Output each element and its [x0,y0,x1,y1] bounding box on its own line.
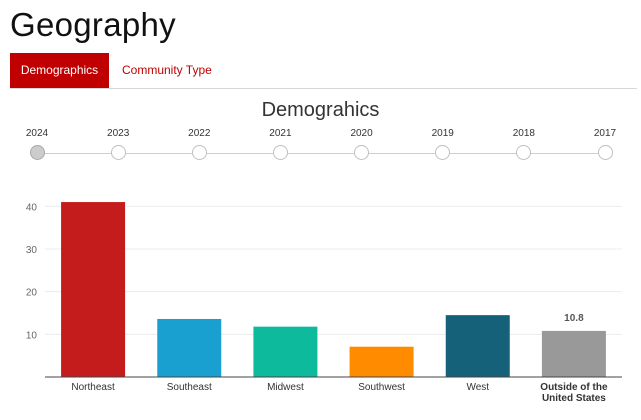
year-dot-2022[interactable] [191,145,207,160]
section-title: Demograhics [261,99,380,121]
bar-southeast [157,318,222,377]
year-dot-2023[interactable] [110,145,126,160]
year-label-2017: 2017 [593,128,617,139]
x-tick-label: Northeast [71,382,115,393]
year-label-2020: 2020 [350,128,373,139]
y-tick-label: 10 [26,330,38,341]
bar-midwest [253,326,318,377]
y-tick-label: 40 [26,202,38,213]
x-tick-label: Midwest [267,382,304,393]
data-label: 10.8 [564,313,584,324]
year-label-2023: 2023 [107,128,130,139]
year-label-2021: 2021 [269,128,292,139]
year-dot-2017[interactable] [597,145,613,160]
y-tick-label: 30 [26,245,38,256]
year-dot-2020[interactable] [354,145,370,160]
tab-community-type[interactable]: Community Type [122,63,212,77]
bar-chart: 10 20 30 40 Northeast Southeast Midwest Southwe… [26,202,622,404]
x-tick-label: Southeast [167,382,212,393]
year-dot-2024[interactable] [29,145,45,160]
year-label-2019: 2019 [431,128,454,139]
bar-west [445,315,510,377]
year-dot-2019[interactable] [435,145,451,160]
bar-outside-of-the-united-states [541,330,606,377]
tab-demographics[interactable]: Demographics [10,53,109,88]
x-tick-label: Outside of the United States [540,382,608,404]
tab-bar: Demographics Community Type [10,53,637,89]
year-label-2022: 2022 [188,128,211,139]
year-timeline: 2024 2023 2022 2021 2020 2019 2018 2017 [0,124,641,168]
year-label-2024: 2024 [25,128,49,139]
bar-northeast [61,202,126,377]
page-title: Geography [10,6,176,43]
bar-southwest [349,346,414,377]
x-tick-label: West [466,382,489,393]
y-tick-label: 20 [26,288,38,299]
year-dot-2018[interactable] [516,145,532,160]
x-tick-label: Southwest [358,382,405,393]
year-label-2018: 2018 [512,128,535,139]
year-dot-2021[interactable] [272,145,288,160]
timeline-track [37,153,605,154]
